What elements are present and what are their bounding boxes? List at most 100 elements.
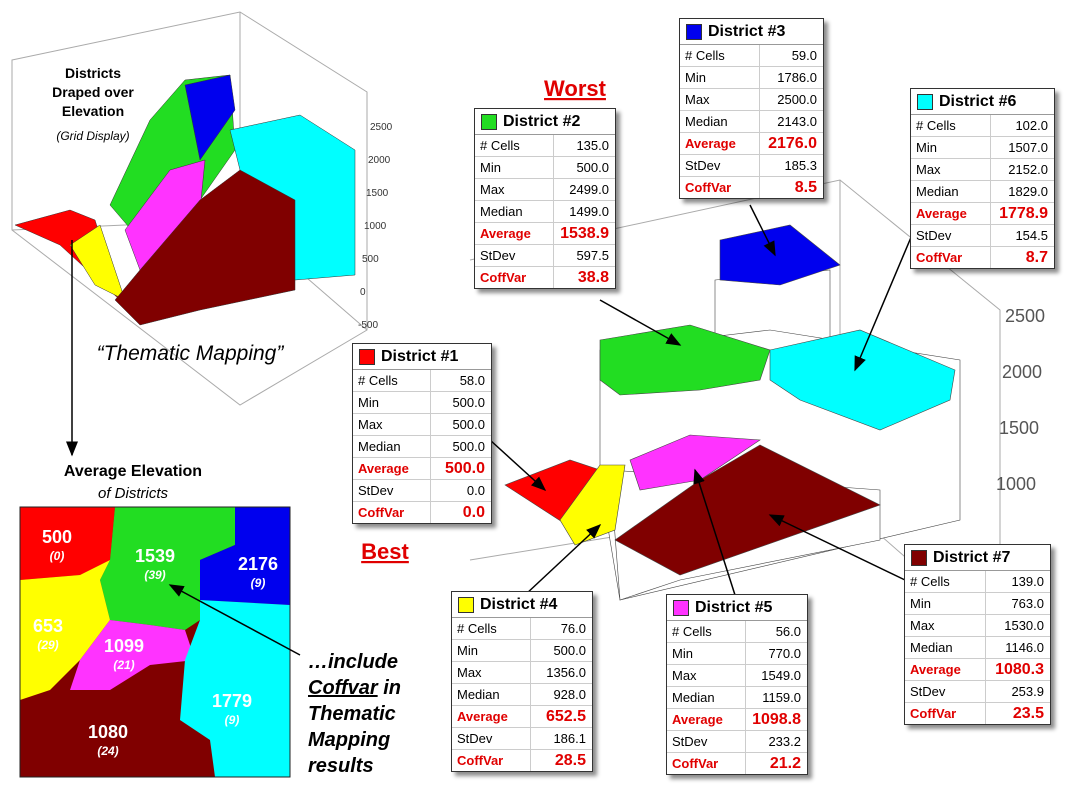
row-value: 59.0 xyxy=(791,48,817,63)
district-table: District #3 # Cells 59.0 Min 1786.0 Max 2500.0… xyxy=(679,18,824,199)
caption: “Thematic Mapping” xyxy=(97,342,285,365)
note: in xyxy=(378,677,401,699)
table-row: Average 1538.9 xyxy=(475,223,615,245)
row-label: # Cells xyxy=(475,135,554,156)
row-label: Median xyxy=(911,181,992,202)
table-row: Average 500.0 xyxy=(353,458,491,480)
row-value: 185.3 xyxy=(784,158,817,173)
row-label: Median xyxy=(667,687,746,708)
row-value: 0.0 xyxy=(466,483,485,498)
table-row: StDev 0.0 xyxy=(353,480,491,502)
map-coffvar: (24) xyxy=(97,744,118,758)
row-label: Average xyxy=(680,133,761,154)
row-label: Max xyxy=(475,179,554,200)
district-swatch xyxy=(359,348,375,365)
table-row: # Cells 102.0 xyxy=(911,115,1054,137)
table-header: District #7 xyxy=(905,545,1050,571)
table-row: Median 1159.0 xyxy=(667,687,807,709)
table-row: Median 1829.0 xyxy=(911,181,1054,203)
table-row: StDev 186.1 xyxy=(452,728,592,750)
table-row: CoffVar 0.0 xyxy=(353,502,491,523)
row-value: 597.5 xyxy=(576,248,609,263)
row-label: StDev xyxy=(680,155,761,176)
row-label: # Cells xyxy=(353,370,431,391)
row-label: Max xyxy=(452,662,531,683)
table-row: Average 1778.9 xyxy=(911,203,1054,225)
axis-tick-label: 1500 xyxy=(366,188,389,199)
table-row: StDev 154.5 xyxy=(911,225,1054,247)
district-swatch xyxy=(917,93,933,110)
map-value: 2176 xyxy=(238,554,278,574)
district-name: District #3 xyxy=(708,22,786,40)
table-row: Max 2500.0 xyxy=(680,89,823,111)
row-label: Min xyxy=(353,392,431,413)
district-name: District #5 xyxy=(695,598,773,616)
note: results xyxy=(308,755,374,777)
row-value: 500.0 xyxy=(444,459,485,477)
row-label: Min xyxy=(475,157,554,178)
district-table: District #6 # Cells 102.0 Min 1507.0 Max 2152.… xyxy=(910,88,1055,269)
axis-tick-label: -500 xyxy=(358,320,378,331)
row-value: 233.2 xyxy=(768,734,801,749)
axis-tick-label: 2500 xyxy=(1005,306,1045,326)
row-label: Min xyxy=(905,593,987,614)
row-label: CoffVar xyxy=(680,177,761,198)
arrow xyxy=(168,584,301,656)
surface-blocks xyxy=(504,224,961,601)
row-value: 135.0 xyxy=(576,138,609,153)
row-label: Average xyxy=(353,458,431,479)
table-row: CoffVar 23.5 xyxy=(905,703,1050,724)
row-value: 1080.3 xyxy=(995,660,1044,678)
row-value: 1538.9 xyxy=(560,224,609,242)
row-value: 652.5 xyxy=(545,707,586,725)
row-value: 1098.8 xyxy=(752,710,801,728)
row-value: 1778.9 xyxy=(999,204,1048,222)
row-label: Average xyxy=(667,709,746,730)
row-value: 21.2 xyxy=(769,754,801,772)
row-label: # Cells xyxy=(905,571,987,592)
row-label: CoffVar xyxy=(475,267,554,288)
arrows xyxy=(489,204,913,596)
row-value: 1530.0 xyxy=(1004,618,1044,633)
table-row: # Cells 59.0 xyxy=(680,45,823,67)
table-header: District #4 xyxy=(452,592,592,618)
table-row: Average 2176.0 xyxy=(680,133,823,155)
row-label: Median xyxy=(905,637,987,658)
table-row: Min 763.0 xyxy=(905,593,1050,615)
table-row: Min 770.0 xyxy=(667,643,807,665)
district-table: District #1 # Cells 58.0 Min 500.0 Max 500.0 Me… xyxy=(352,343,492,524)
row-value: 500.0 xyxy=(452,439,485,454)
row-label: Max xyxy=(667,665,746,686)
row-value: 2176.0 xyxy=(768,134,817,152)
map-value: 1099 xyxy=(104,636,144,656)
table-row: Min 500.0 xyxy=(475,157,615,179)
row-label: StDev xyxy=(911,225,992,246)
row-value: 0.0 xyxy=(462,503,485,521)
row-value: 56.0 xyxy=(775,624,801,639)
district-swatch xyxy=(673,599,689,616)
row-value: 253.9 xyxy=(1011,684,1044,699)
row-value: 1159.0 xyxy=(762,690,801,705)
title-line: Districts xyxy=(65,65,121,81)
row-value: 154.5 xyxy=(1015,228,1048,243)
map-value: 1080 xyxy=(88,722,128,742)
table-row: Min 1786.0 xyxy=(680,67,823,89)
table-row: Max 2499.0 xyxy=(475,179,615,201)
table-row: Max 1356.0 xyxy=(452,662,592,684)
row-label: Min xyxy=(680,67,761,88)
table-row: StDev 597.5 xyxy=(475,245,615,267)
row-value: 8.5 xyxy=(794,178,817,196)
map-value: 653 xyxy=(33,616,63,636)
map-coffvar: (21) xyxy=(113,658,134,672)
row-value: 1356.0 xyxy=(546,665,586,680)
row-value: 139.0 xyxy=(1011,574,1044,589)
elevation-surface xyxy=(14,74,356,326)
district-swatch xyxy=(458,596,474,613)
table-row: Median 500.0 xyxy=(353,436,491,458)
row-label: Max xyxy=(353,414,431,435)
table-row: Median 2143.0 xyxy=(680,111,823,133)
row-value: 1146.0 xyxy=(1005,640,1044,655)
row-label: CoffVar xyxy=(452,750,531,771)
row-label: StDev xyxy=(353,480,431,501)
